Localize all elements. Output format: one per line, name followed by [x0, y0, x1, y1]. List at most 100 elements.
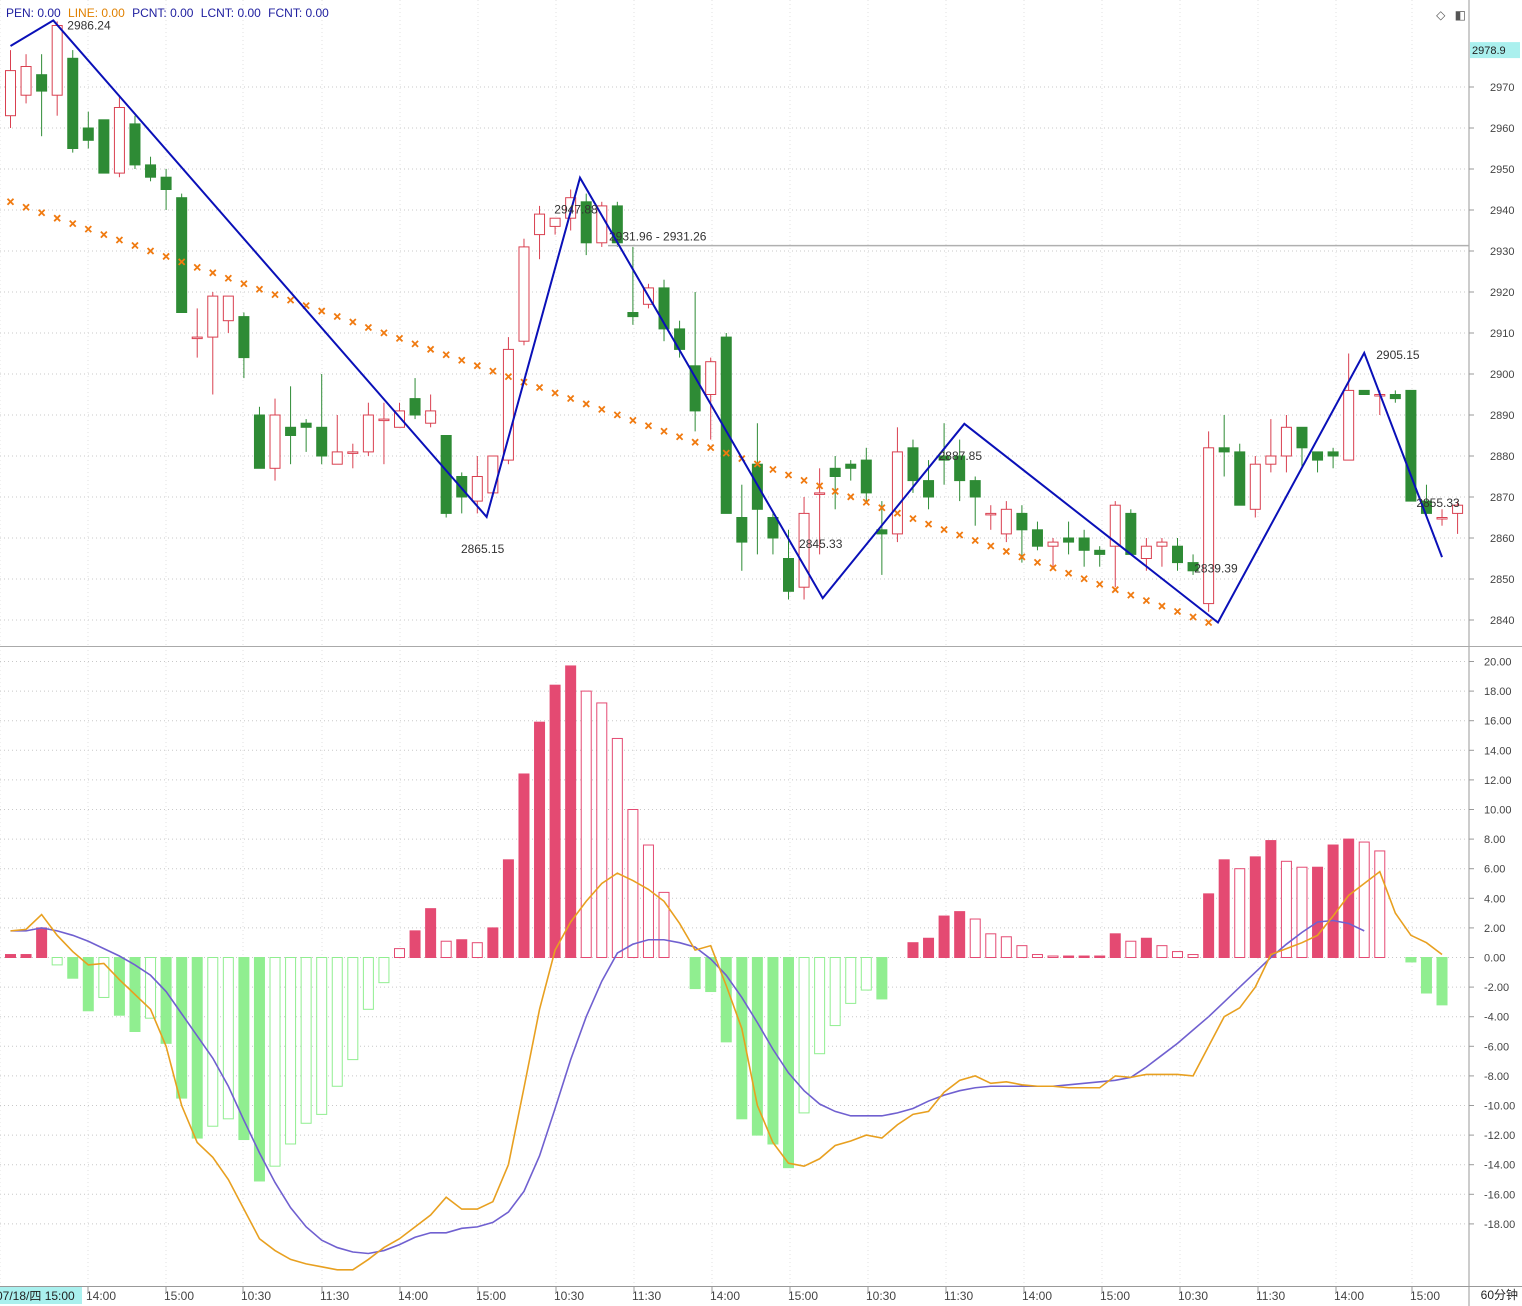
line-marker: [770, 466, 776, 472]
candle-body: [830, 468, 840, 476]
macd-histogram-bar: [363, 958, 373, 1010]
line-marker: [132, 243, 138, 249]
legend-line: LINE: 0.00: [68, 6, 125, 20]
candle-body: [1313, 452, 1323, 460]
macd-tick-label: -6.00: [1484, 1041, 1509, 1053]
line-marker: [677, 434, 683, 440]
macd-tick-label: 12.00: [1484, 775, 1512, 787]
candle-body: [737, 518, 747, 543]
price-tick-label: 2900: [1490, 369, 1514, 381]
period-label[interactable]: 60分钟: [1481, 1286, 1518, 1303]
candle-body: [1141, 546, 1151, 558]
macd-histogram-bar: [1048, 956, 1058, 957]
line-marker: [101, 232, 107, 238]
line-marker: [70, 221, 76, 227]
line-marker: [910, 516, 916, 522]
price-tick-label: 2940: [1490, 205, 1514, 217]
line-marker: [552, 390, 558, 396]
line-marker: [412, 341, 418, 347]
candle-body: [519, 247, 529, 341]
macd-histogram-bar: [1281, 861, 1291, 957]
candle-body: [457, 477, 467, 498]
candle-body: [83, 128, 93, 140]
candle-body: [846, 464, 856, 468]
pivot-label: 2845.33: [799, 537, 843, 551]
macd-histogram-bar: [37, 928, 47, 958]
macd-histogram-bar: [488, 928, 498, 958]
macd-histogram-bar: [472, 943, 482, 958]
macd-histogram-bar: [21, 955, 31, 958]
macd-histogram-bar: [1437, 958, 1447, 1005]
line-marker: [1066, 570, 1072, 576]
price-panel[interactable]: 2931.96 - 2931.26 2986.24 2865.15 2947.88 28…: [6, 18, 1470, 625]
window-icon[interactable]: ◧: [1455, 8, 1466, 22]
macd-histogram-bar: [1017, 946, 1027, 958]
pivot-label: 2887.85: [939, 449, 983, 463]
line-marker: [85, 226, 91, 232]
macd-tick-label: 2.00: [1484, 923, 1505, 935]
line-marker: [801, 477, 807, 483]
macd-tick-label: 18.00: [1484, 686, 1512, 698]
line-marker: [288, 297, 294, 303]
macd-tick-label: 20.00: [1484, 657, 1512, 669]
macd-histogram-bar: [1344, 839, 1354, 957]
line-marker: [241, 281, 247, 287]
line-marker: [23, 204, 29, 210]
macd-histogram-bar: [1079, 956, 1089, 957]
candle-body: [1001, 509, 1011, 534]
candle-body: [1281, 427, 1291, 456]
macd-tick-label: -4.00: [1484, 1012, 1509, 1024]
line-marker: [210, 270, 216, 276]
macd-histogram-bar: [955, 912, 965, 958]
candle-body: [1390, 395, 1400, 399]
macd-histogram-bar: [426, 909, 436, 958]
line-marker: [614, 412, 620, 418]
price-tick-label: 2890: [1490, 410, 1514, 422]
line-marker: [1128, 592, 1134, 598]
line-marker: [988, 543, 994, 549]
macd-histogram-bar: [597, 703, 607, 958]
candle-body: [177, 198, 187, 313]
macd-tick-label: -10.00: [1484, 1101, 1515, 1113]
price-tick-label: 2880: [1490, 451, 1514, 463]
line-marker: [490, 368, 496, 374]
pivot-label: 2865.15: [461, 542, 505, 556]
time-label: 10:30: [866, 1289, 896, 1303]
price-tick-label: 2920: [1490, 287, 1514, 299]
macd-histogram-bar: [410, 931, 420, 958]
candle-body: [223, 296, 233, 321]
pivot-label: 2839.39: [1194, 562, 1238, 576]
candle-body: [379, 419, 389, 421]
macd-histogram-bar: [986, 934, 996, 958]
candle-body: [1219, 448, 1229, 452]
macd-panel[interactable]: [6, 666, 1448, 1270]
candle-body: [986, 513, 996, 515]
line-marker: [1081, 576, 1087, 582]
line-marker: [474, 363, 480, 369]
candle-body: [1157, 542, 1167, 546]
candle-body: [550, 218, 560, 226]
macd-histogram-bar: [721, 958, 731, 1042]
candle-body: [426, 411, 436, 423]
macd-histogram-bar: [1266, 841, 1276, 958]
diamond-icon[interactable]: ◇: [1436, 8, 1445, 22]
candle-body: [1079, 538, 1089, 550]
time-label: 15:00: [164, 1289, 194, 1303]
time-label: 11:30: [632, 1289, 661, 1303]
macd-histogram-bar: [861, 958, 871, 991]
macd-histogram-bar: [1359, 842, 1369, 957]
line-marker: [365, 324, 371, 330]
line-marker: [116, 237, 122, 243]
time-label: 10:30: [1178, 1289, 1208, 1303]
line-marker: [599, 406, 605, 412]
candle-body: [488, 456, 498, 493]
price-tick-label: 2840: [1490, 615, 1514, 627]
macd-histogram-bar: [1095, 956, 1105, 957]
line-marker: [1112, 587, 1118, 593]
macd-histogram-bar: [270, 958, 280, 1167]
time-label: 15:00: [788, 1289, 818, 1303]
macd-tick-label: -16.00: [1484, 1189, 1515, 1201]
candle-body: [784, 559, 794, 592]
line-marker: [194, 264, 200, 270]
